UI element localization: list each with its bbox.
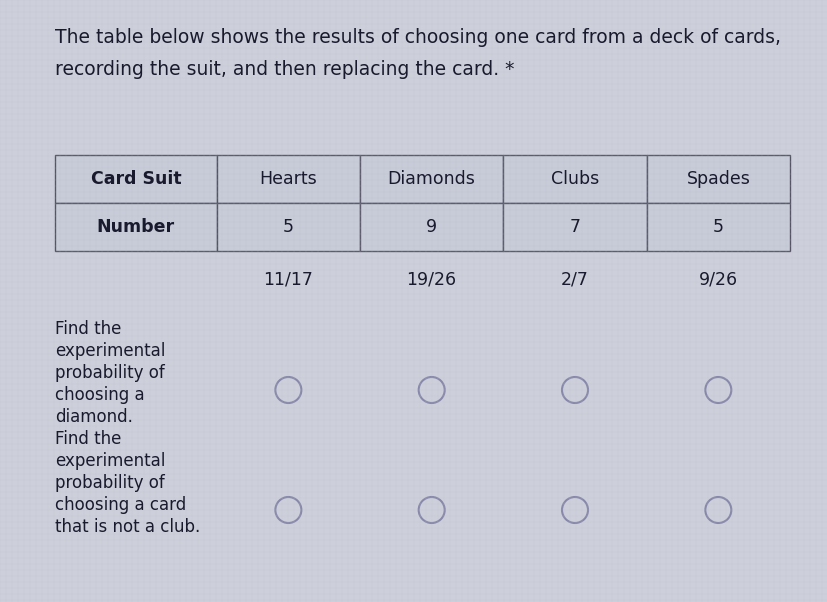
Text: Card Suit: Card Suit bbox=[90, 170, 181, 188]
Bar bbox=[55, 203, 217, 251]
Bar bbox=[360, 155, 503, 203]
Text: 5: 5 bbox=[283, 218, 294, 236]
Text: 19/26: 19/26 bbox=[406, 271, 457, 289]
Text: The table below shows the results of choosing one card from a deck of cards,: The table below shows the results of cho… bbox=[55, 28, 780, 47]
Text: recording the suit, and then replacing the card. *: recording the suit, and then replacing t… bbox=[55, 60, 514, 79]
Text: Clubs: Clubs bbox=[550, 170, 599, 188]
Bar bbox=[503, 155, 646, 203]
Text: Diamonds: Diamonds bbox=[387, 170, 475, 188]
Text: 9: 9 bbox=[426, 218, 437, 236]
Text: 2/7: 2/7 bbox=[561, 271, 588, 289]
Text: choosing a: choosing a bbox=[55, 386, 145, 404]
Text: diamond.: diamond. bbox=[55, 408, 132, 426]
Text: Hearts: Hearts bbox=[259, 170, 317, 188]
Text: Spades: Spades bbox=[686, 170, 749, 188]
Text: 7: 7 bbox=[569, 218, 580, 236]
Text: 9/26: 9/26 bbox=[698, 271, 737, 289]
Text: probability of: probability of bbox=[55, 474, 165, 492]
Bar bbox=[646, 203, 789, 251]
Bar bbox=[217, 155, 360, 203]
Text: experimental: experimental bbox=[55, 342, 165, 360]
Text: Find the: Find the bbox=[55, 430, 122, 448]
Text: probability of: probability of bbox=[55, 364, 165, 382]
Text: experimental: experimental bbox=[55, 452, 165, 470]
Bar bbox=[55, 155, 217, 203]
Text: that is not a club.: that is not a club. bbox=[55, 518, 200, 536]
Bar bbox=[217, 203, 360, 251]
Bar bbox=[360, 203, 503, 251]
Text: 5: 5 bbox=[712, 218, 723, 236]
Text: choosing a card: choosing a card bbox=[55, 496, 186, 514]
Text: Number: Number bbox=[97, 218, 174, 236]
Text: 11/17: 11/17 bbox=[263, 271, 313, 289]
Text: Find the: Find the bbox=[55, 320, 122, 338]
Bar bbox=[503, 203, 646, 251]
Bar bbox=[646, 155, 789, 203]
